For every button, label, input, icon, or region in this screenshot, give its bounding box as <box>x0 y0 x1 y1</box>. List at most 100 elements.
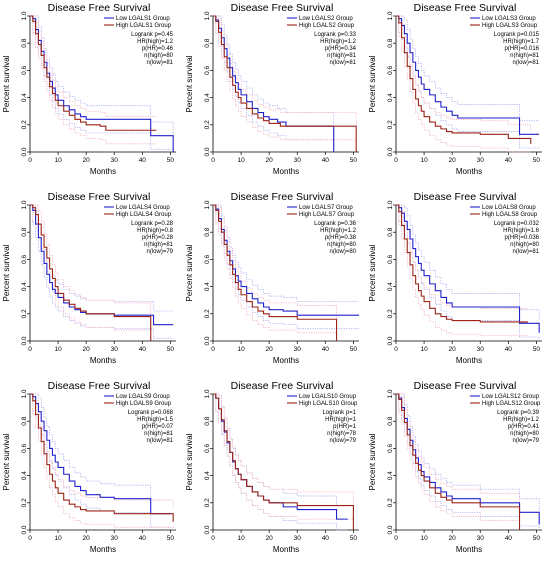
x-axis-label: Months <box>273 545 299 554</box>
y-tick-label: 0.8 <box>21 227 28 236</box>
x-tick-label: 50 <box>167 346 175 353</box>
chart-title: Disease Free Survival <box>414 380 517 392</box>
stat-text: n(high)=81 <box>144 242 174 248</box>
x-tick-label: 10 <box>54 346 62 353</box>
x-tick-label: 10 <box>54 157 62 164</box>
x-tick-label: 40 <box>139 346 147 353</box>
x-tick-label: 30 <box>111 535 119 542</box>
x-tick-label: 50 <box>167 157 175 164</box>
stat-text: Logrank p=0.015 <box>494 32 540 38</box>
stat-text: n(low)=79 <box>146 249 173 255</box>
low-group-ci-line <box>30 393 171 501</box>
y-tick-label: 0.0 <box>387 525 394 534</box>
y-tick-label: 0.8 <box>204 416 211 425</box>
chart-title: Disease Free Survival <box>414 2 517 14</box>
stat-text: n(low)=81 <box>329 60 356 66</box>
high-group-ci-line <box>30 15 157 117</box>
stat-text: p(HR)=0.46 <box>142 46 174 52</box>
y-tick-label: 0.4 <box>204 282 211 291</box>
high-group-ci-line <box>30 204 152 328</box>
legend-entry: High LGALS7 Group <box>299 212 355 218</box>
y-tick-label: 0.0 <box>387 336 394 345</box>
legend-entry: Low LGALS8 Group <box>482 205 536 211</box>
high-group-ci-line <box>213 393 354 530</box>
stat-text: n(low)=79 <box>512 438 539 444</box>
low-group-ci-line <box>396 204 540 320</box>
y-tick-label: 0.4 <box>21 282 28 291</box>
stat-text: Logrank p=1 <box>322 410 356 416</box>
x-tick-label: 20 <box>266 346 274 353</box>
stat-text: n(low)=79 <box>329 438 356 444</box>
stat-text: HR(high)=1.2 <box>320 39 357 45</box>
legend-entry: Low LGALS4 Group <box>116 205 170 211</box>
low-group-survival-line <box>396 204 540 333</box>
low-group-ci-line <box>213 393 348 531</box>
x-tick-label: 0 <box>28 157 32 164</box>
stat-text: HR(high)=1.6 <box>503 228 540 234</box>
x-tick-label: 50 <box>350 346 358 353</box>
stat-text: p(HR)=0.28 <box>142 235 174 241</box>
legend-entry: High LGALS9 Group <box>116 401 172 407</box>
x-tick-label: 10 <box>54 535 62 542</box>
y-tick-label: 0.6 <box>204 255 211 264</box>
y-tick-label: 0.0 <box>21 525 28 534</box>
y-axis-label: Percent survival <box>2 55 11 112</box>
stat-text: n(high)=80 <box>327 242 357 248</box>
x-tick-label: 10 <box>237 157 245 164</box>
km-chart: Disease Free Survival 0.0 0.2 0.4 0.6 0.8 1.0 0… <box>185 2 359 176</box>
km-panel: Disease Free Survival 0.0 0.2 0.4 0.6 0.8 1.0 0… <box>0 378 183 566</box>
y-tick-label: 0.6 <box>387 444 394 453</box>
low-group-ci-line <box>396 15 540 122</box>
km-chart: Disease Free Survival 0.0 0.2 0.4 0.6 0.8 1.0 0… <box>185 380 359 554</box>
x-tick-label: 20 <box>266 157 274 164</box>
km-chart: Disease Free Survival 0.0 0.2 0.4 0.6 0.8 1.0 0… <box>185 191 359 365</box>
chart-title: Disease Free Survival <box>414 191 517 203</box>
x-tick-label: 50 <box>533 346 541 353</box>
stat-text: n(low)=81 <box>512 60 539 66</box>
stat-text: p(HR)=0.016 <box>504 46 539 52</box>
y-tick-label: 0.4 <box>387 282 394 291</box>
stat-text: p(HR)=1 <box>333 424 357 430</box>
y-axis-label: Percent survival <box>185 433 194 490</box>
y-tick-label: 0.0 <box>204 525 211 534</box>
x-tick-label: 30 <box>294 535 302 542</box>
legend-entry: Low LGALS12 Group <box>482 394 540 400</box>
km-panel: Disease Free Survival 0.0 0.2 0.4 0.6 0.8 1.0 0… <box>366 378 549 566</box>
x-tick-label: 20 <box>83 535 91 542</box>
legend-entry: Low LGALS2 Group <box>299 16 353 22</box>
high-group-ci-line <box>30 393 174 509</box>
y-tick-label: 0.2 <box>387 498 394 507</box>
high-group-survival-line <box>396 15 532 144</box>
stat-text: Logrank p=0.45 <box>131 32 174 38</box>
y-tick-label: 0.4 <box>204 93 211 102</box>
high-group-ci-line <box>213 393 354 517</box>
high-group-ci-line <box>213 15 357 152</box>
stat-text: p(HR)=0.38 <box>325 235 357 241</box>
high-group-ci-line <box>396 204 528 309</box>
y-tick-label: 0.0 <box>21 147 28 156</box>
stat-text: Logrank p=0.032 <box>494 221 540 227</box>
high-group-ci-line <box>396 393 520 530</box>
km-chart: Disease Free Survival 0.0 0.2 0.4 0.6 0.8 1.0 0… <box>2 380 176 554</box>
y-tick-label: 1.0 <box>21 11 28 20</box>
y-tick-label: 0.8 <box>204 38 211 47</box>
stat-text: HR(high)=1.2 <box>503 417 540 423</box>
km-chart: Disease Free Survival 0.0 0.2 0.4 0.6 0.8 1.0 0… <box>368 191 542 365</box>
km-chart: Disease Free Survival 0.0 0.2 0.4 0.6 0.8 1.0 0… <box>368 2 542 176</box>
x-tick-label: 30 <box>294 346 302 353</box>
x-tick-label: 0 <box>394 346 398 353</box>
stat-text: n(low)=81 <box>146 60 173 66</box>
y-tick-label: 0.8 <box>387 38 394 47</box>
stat-text: n(high)=80 <box>510 431 540 437</box>
low-group-ci-line <box>30 204 174 339</box>
legend-entry: Low LGALS1 Group <box>116 16 170 22</box>
legend-entry: High LGALS3 Group <box>482 23 538 29</box>
high-group-survival-line <box>396 393 521 530</box>
km-panel: Disease Free Survival 0.0 0.2 0.4 0.6 0.8 1.0 0… <box>0 189 183 377</box>
stat-text: p(HR)=0.34 <box>325 46 357 52</box>
legend-entry: High LGALS2 Group <box>299 23 355 29</box>
x-tick-label: 40 <box>505 346 513 353</box>
x-tick-label: 50 <box>167 535 175 542</box>
y-tick-label: 1.0 <box>21 389 28 398</box>
low-group-ci-line <box>396 15 540 149</box>
